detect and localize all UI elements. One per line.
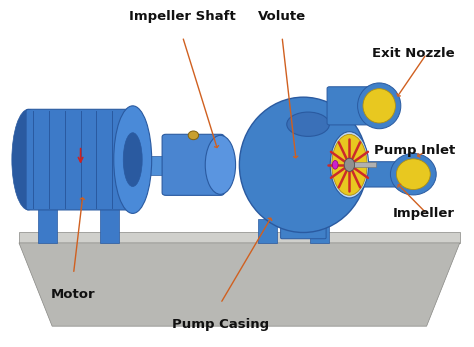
FancyBboxPatch shape — [281, 202, 326, 239]
Ellipse shape — [363, 89, 395, 123]
Bar — [258, 219, 277, 243]
Ellipse shape — [330, 132, 369, 198]
Bar — [345, 162, 375, 167]
Text: Pump Casing: Pump Casing — [172, 318, 269, 330]
Ellipse shape — [332, 134, 367, 195]
Ellipse shape — [287, 112, 329, 136]
Ellipse shape — [114, 106, 152, 213]
FancyBboxPatch shape — [327, 87, 372, 125]
Bar — [133, 156, 194, 175]
Ellipse shape — [12, 109, 45, 210]
Ellipse shape — [357, 83, 401, 129]
Text: Impeller: Impeller — [393, 207, 455, 220]
FancyBboxPatch shape — [162, 134, 224, 195]
Bar — [310, 219, 329, 243]
Ellipse shape — [344, 158, 355, 171]
FancyBboxPatch shape — [356, 162, 402, 187]
Ellipse shape — [188, 131, 199, 140]
FancyBboxPatch shape — [26, 109, 135, 210]
Polygon shape — [19, 232, 460, 243]
Text: Exit Nozzle: Exit Nozzle — [373, 47, 455, 60]
Text: Impeller Shaft: Impeller Shaft — [129, 10, 236, 23]
Bar — [38, 205, 57, 243]
Ellipse shape — [205, 135, 236, 194]
Text: Pump Inlet: Pump Inlet — [374, 144, 455, 158]
Ellipse shape — [396, 159, 430, 189]
Polygon shape — [19, 243, 460, 326]
Ellipse shape — [391, 153, 436, 195]
Ellipse shape — [123, 133, 142, 187]
Text: Volute: Volute — [258, 10, 306, 23]
Text: Motor: Motor — [51, 288, 96, 301]
Ellipse shape — [332, 160, 338, 169]
Bar — [100, 205, 118, 243]
Ellipse shape — [239, 97, 367, 232]
